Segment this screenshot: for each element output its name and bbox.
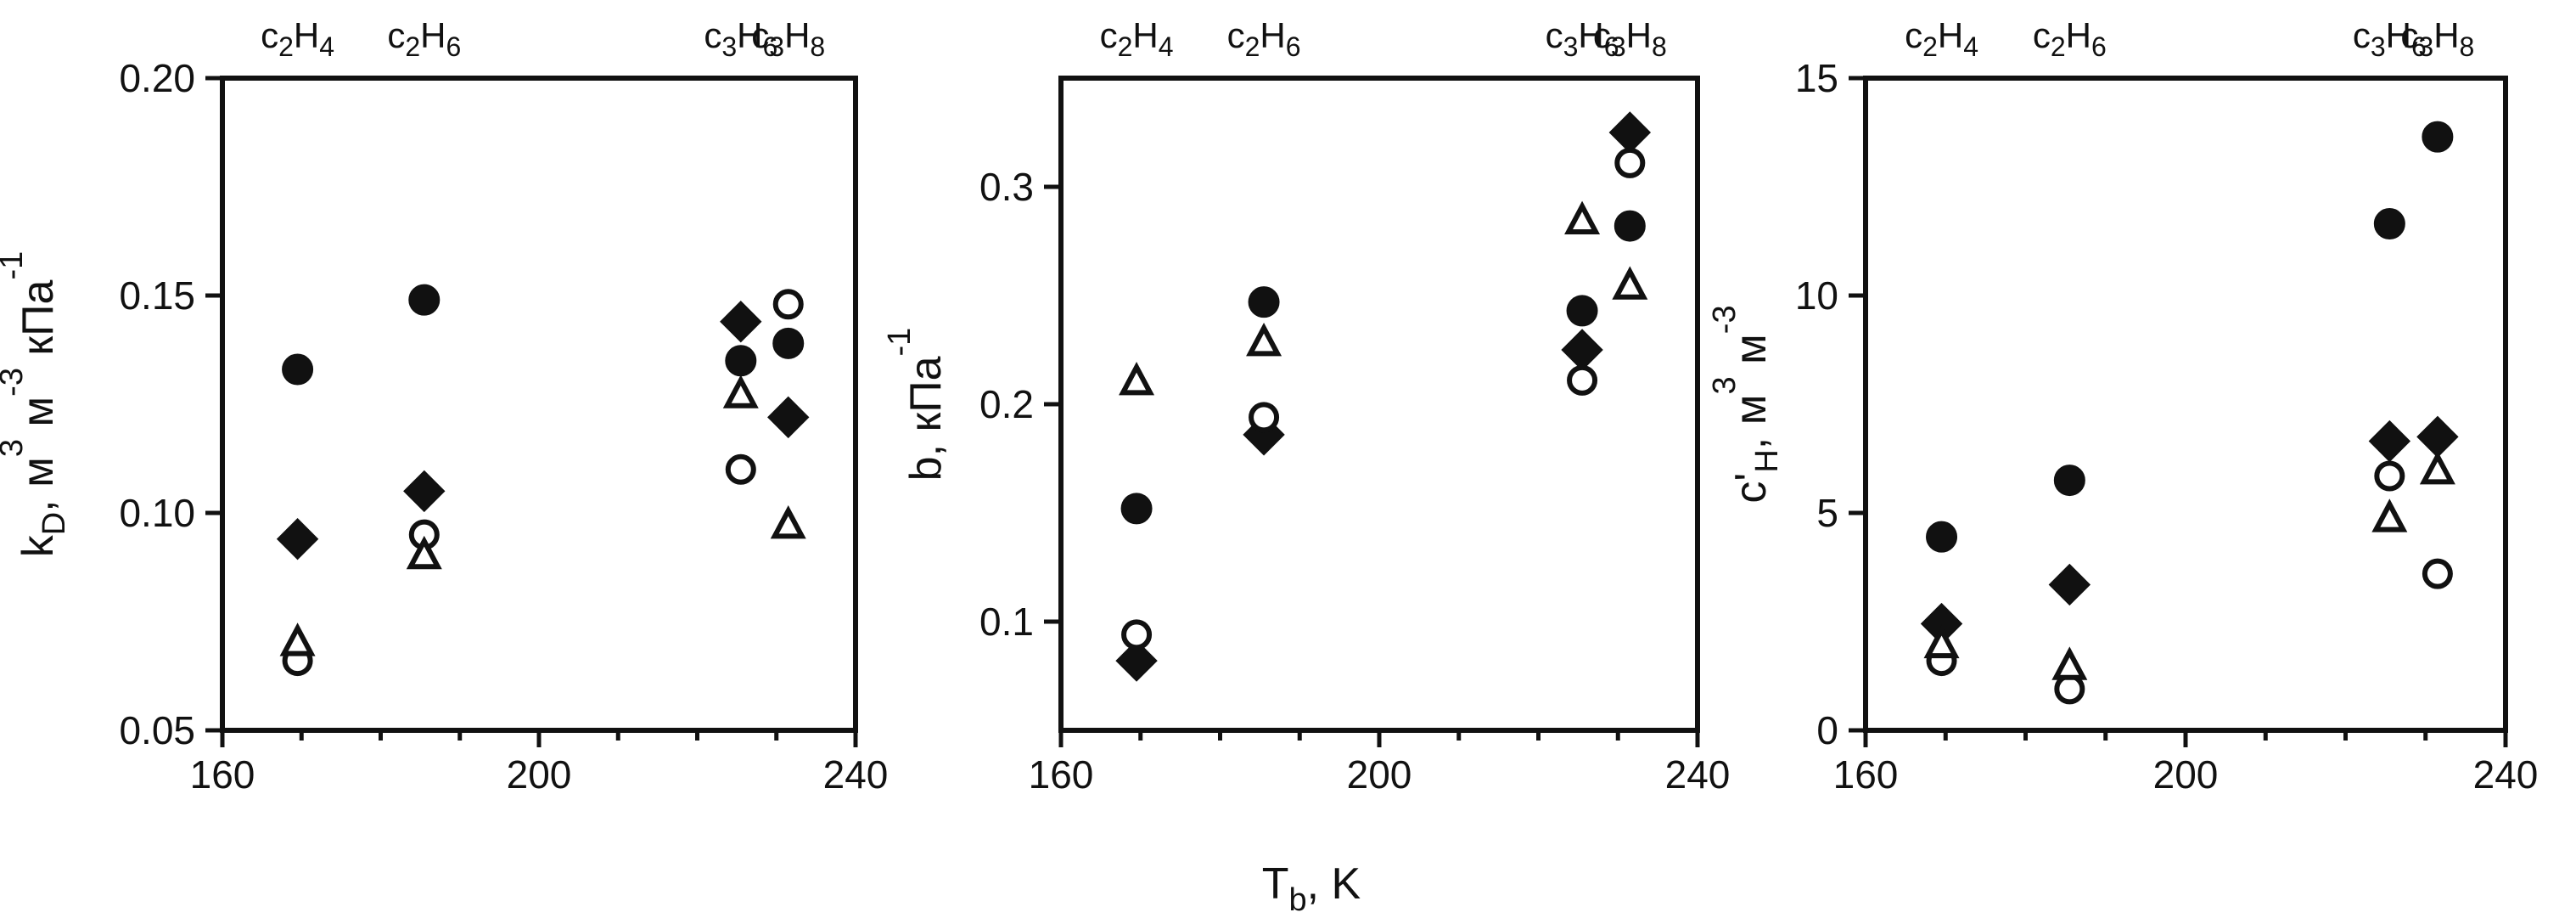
data-point-filled-circle xyxy=(1614,210,1646,242)
data-point-filled-circle xyxy=(725,345,757,377)
data-point-filled-circle xyxy=(282,353,314,386)
data-point-open-circle xyxy=(1567,364,1598,396)
compound-label: c2H4 xyxy=(1100,15,1174,62)
data-point-filled-diamond xyxy=(2048,563,2091,606)
compound-label: c3H8 xyxy=(751,15,825,62)
data-point-open-triangle xyxy=(770,504,806,539)
y-axis-title: b, кПа-1 xyxy=(882,328,951,482)
y-tick-label: 0 xyxy=(1816,708,1838,752)
series-filled-diamond xyxy=(1115,111,1652,682)
x-tick-label: 160 xyxy=(190,752,255,797)
y-tick-label: 15 xyxy=(1795,56,1838,100)
x-tick-label: 240 xyxy=(823,752,889,797)
data-point-open-triangle xyxy=(2051,646,2088,680)
compound-label: c2H4 xyxy=(1905,15,1978,62)
data-point-open-triangle xyxy=(279,622,316,656)
y-axis-title: c'H, м3 м-3 xyxy=(1707,305,1785,503)
data-point-open-triangle xyxy=(2371,498,2408,532)
data-point-open-circle xyxy=(2422,558,2453,589)
data-point-filled-circle xyxy=(2422,121,2454,153)
data-point-filled-diamond xyxy=(276,518,319,560)
series-open-triangle xyxy=(279,375,806,656)
series-open-triangle xyxy=(1923,450,2455,680)
data-point-filled-diamond xyxy=(720,301,762,343)
data-point-open-triangle xyxy=(2419,450,2455,485)
data-point-open-triangle xyxy=(406,535,442,570)
data-point-open-circle xyxy=(1121,619,1153,650)
data-point-open-triangle xyxy=(1923,624,1960,659)
data-point-open-circle xyxy=(772,289,804,320)
data-point-filled-diamond xyxy=(767,396,810,439)
data-point-filled-circle xyxy=(408,284,441,316)
compound-label: c2H6 xyxy=(2033,15,2107,62)
plot-frame xyxy=(220,76,858,733)
panel-1: 160 200 240 0.05 0.10 0.15 0.20 c2H4 c2H6 c3H6c3H… xyxy=(0,15,888,797)
compound-label: c2H6 xyxy=(387,15,461,62)
y-tick-label: 0.20 xyxy=(119,56,195,100)
data-point-open-circle xyxy=(2054,673,2085,705)
data-point-open-circle xyxy=(725,453,756,485)
y-tick-label: 5 xyxy=(1816,491,1838,535)
data-point-open-triangle xyxy=(1119,362,1155,396)
y-tick-label: 10 xyxy=(1795,273,1838,318)
data-point-filled-circle xyxy=(1926,521,1958,553)
data-point-filled-diamond xyxy=(1115,639,1158,682)
x-tick-label: 160 xyxy=(1029,752,1094,797)
data-point-open-circle xyxy=(2374,460,2405,492)
y-tick-label: 0.05 xyxy=(119,708,195,752)
x-tick-label: 200 xyxy=(507,752,572,797)
data-point-filled-circle xyxy=(1248,286,1280,318)
y-tick-label: 0.2 xyxy=(979,382,1034,426)
compound-label: c2H6 xyxy=(1227,15,1301,62)
compound-label: c3H6 xyxy=(1546,15,1619,62)
y-tick-label: 0.1 xyxy=(979,600,1034,644)
data-point-open-triangle xyxy=(1246,322,1282,357)
data-point-filled-circle xyxy=(2373,208,2405,240)
x-tick-label: 240 xyxy=(1665,752,1731,797)
compound-label: c3H8 xyxy=(2400,15,2474,62)
data-point-open-circle xyxy=(1249,402,1280,433)
data-point-filled-diamond xyxy=(2368,420,2411,463)
data-point-open-triangle xyxy=(722,375,759,408)
series-open-circle xyxy=(1121,147,1646,650)
series-filled-diamond xyxy=(276,301,810,560)
compound-label: c2H4 xyxy=(261,15,334,62)
data-point-filled-circle xyxy=(2053,465,2085,497)
series-open-triangle xyxy=(1119,200,1648,396)
compound-label: c3H6 xyxy=(2353,15,2427,62)
x-tick-label: 160 xyxy=(1833,752,1899,797)
x-axis-title: Tb, K xyxy=(1262,859,1361,918)
x-tick-label: 200 xyxy=(2153,752,2219,797)
series-open-circle xyxy=(282,289,804,677)
data-point-open-circle xyxy=(1614,147,1646,178)
series-filled-circle xyxy=(1120,210,1646,525)
x-tick-label: 240 xyxy=(2473,752,2539,797)
data-point-open-triangle xyxy=(1564,200,1601,234)
data-point-filled-circle xyxy=(772,327,805,359)
data-point-filled-circle xyxy=(1120,493,1153,525)
compound-label: c3H8 xyxy=(1593,15,1667,62)
y-tick-label: 0.15 xyxy=(119,273,195,318)
y-tick-label: 0.10 xyxy=(119,491,195,535)
data-point-filled-diamond xyxy=(1561,329,1603,371)
data-point-filled-circle xyxy=(1566,295,1598,327)
data-point-filled-diamond xyxy=(1608,111,1652,154)
data-point-filled-diamond xyxy=(403,470,446,513)
y-axis-title: kD, м3 м-3 кПа-1 xyxy=(0,251,72,558)
x-tick-label: 200 xyxy=(1347,752,1412,797)
y-tick-label: 0.3 xyxy=(979,165,1034,209)
plot-frame xyxy=(1863,76,2508,733)
series-open-circle xyxy=(1926,460,2453,705)
plot-frame xyxy=(1058,76,1700,733)
compound-label: c3H6 xyxy=(704,15,777,62)
series-filled-circle xyxy=(282,284,805,386)
series-filled-circle xyxy=(1926,121,2454,553)
data-point-open-triangle xyxy=(1612,266,1648,300)
